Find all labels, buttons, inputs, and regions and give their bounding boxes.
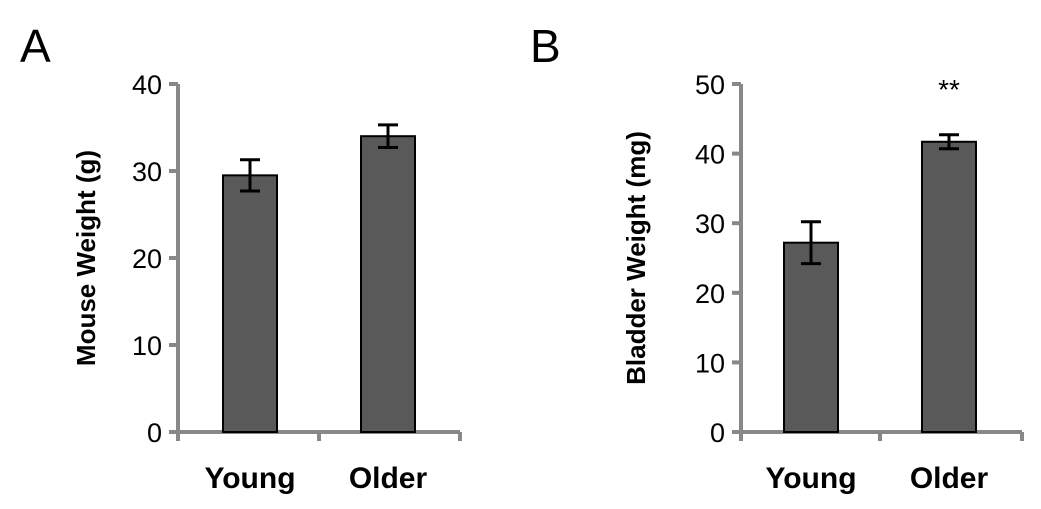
y-tick-label: 10 — [695, 348, 725, 378]
error-bar-young — [801, 220, 821, 266]
bar-young — [783, 241, 839, 433]
bar-older — [921, 140, 977, 433]
chart-panel-a: A 0 10 20 30 40 Young Older Mouse Weight (g) — [20, 20, 462, 495]
y-tick-label: 30 — [132, 157, 162, 187]
x-category-label: Older — [349, 462, 428, 495]
y-tick-label: 50 — [695, 70, 725, 100]
y-tick-label: 0 — [710, 418, 725, 448]
panel-letter: A — [20, 20, 51, 72]
y-tick-label: 40 — [695, 140, 725, 170]
bar-older — [360, 135, 416, 433]
y-tick-label: 20 — [132, 244, 162, 274]
x-category-label: Older — [910, 462, 989, 495]
error-bar-young — [240, 158, 260, 193]
x-category-label: Young — [204, 462, 295, 495]
y-axis-title: Mouse Weight (g) — [71, 150, 101, 366]
y-tick-label: 20 — [695, 279, 725, 309]
y-tick-label: 40 — [132, 70, 162, 100]
y-tick-label: 0 — [147, 418, 162, 448]
y-tick-label: 30 — [695, 209, 725, 239]
error-bar-older — [939, 133, 959, 151]
chart-panel-b: B 0 10 20 30 40 50 Young Older ** Bladder Weight (… — [530, 20, 1024, 495]
y-tick-label: 10 — [132, 331, 162, 361]
error-bar-older — [378, 123, 398, 150]
panel-letter: B — [530, 20, 561, 72]
bar-young — [222, 174, 278, 433]
x-category-label: Young — [765, 462, 856, 495]
significance-marker: ** — [938, 74, 960, 105]
y-axis-title: Bladder Weight (mg) — [621, 131, 651, 385]
